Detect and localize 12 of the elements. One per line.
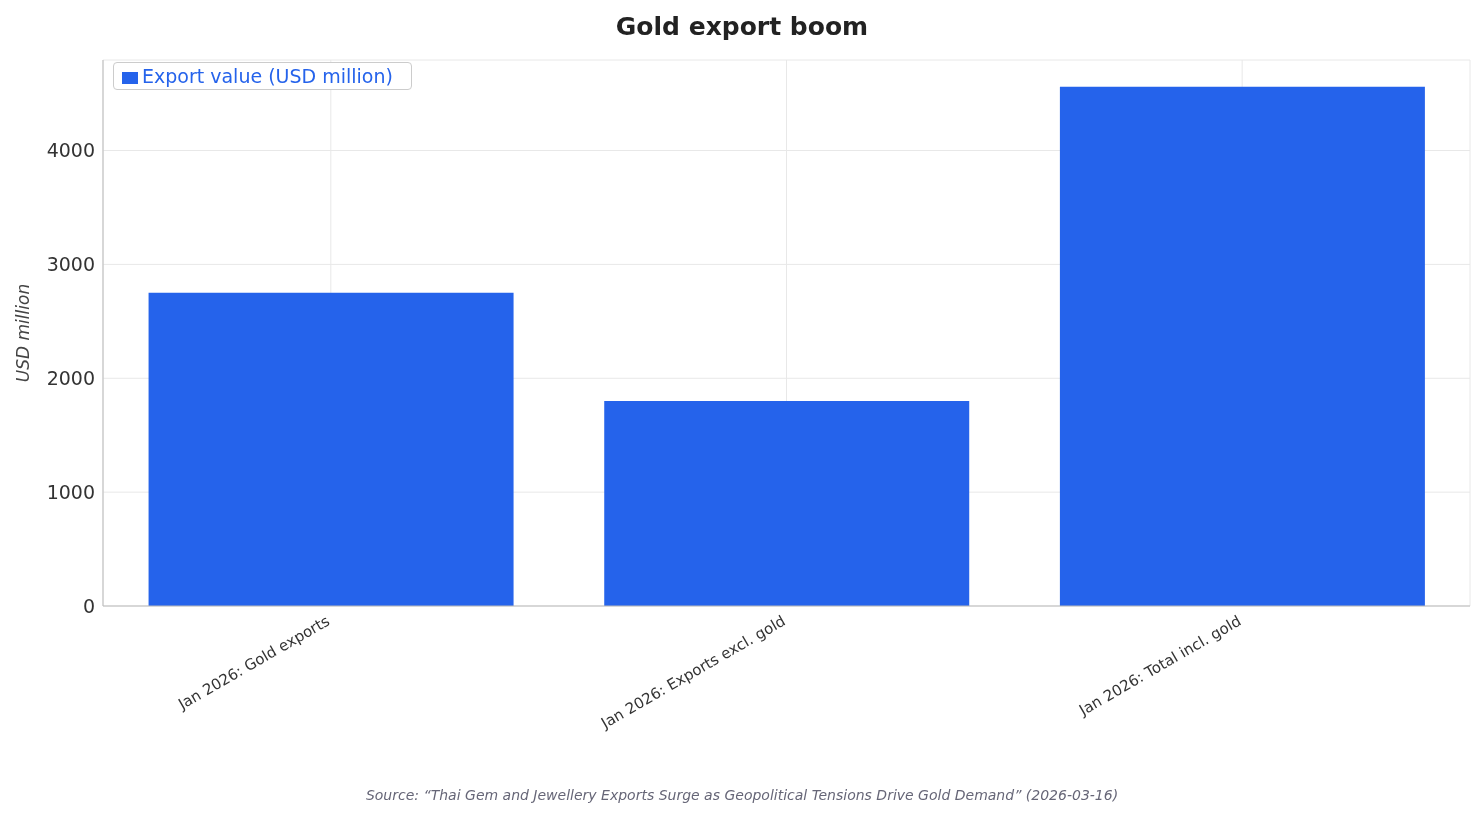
y-tick-label: 3000 xyxy=(46,253,95,276)
y-tick-label: 0 xyxy=(82,594,95,617)
bar xyxy=(604,401,970,606)
y-tick-label: 2000 xyxy=(46,367,95,390)
y-tick-label: 1000 xyxy=(46,480,95,503)
chart-title: Gold export boom xyxy=(614,11,870,43)
y-axis-title: USD million xyxy=(13,283,34,383)
source-note: Source: “Thai Gem and Jewellery Exports Surge as Geopolitical Tensions Drive Gold Demand” (2026-03-16) xyxy=(364,787,1120,803)
legend-label: Export value (USD million) xyxy=(142,65,393,87)
bar xyxy=(1059,86,1425,606)
bar xyxy=(148,292,514,606)
y-tick-label: 4000 xyxy=(46,139,95,162)
